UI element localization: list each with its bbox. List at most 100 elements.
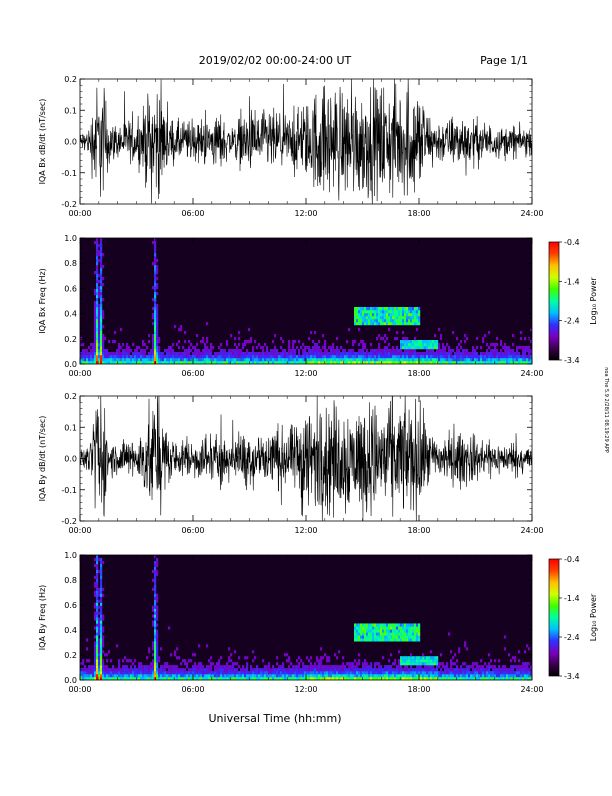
spectrogram-cell	[208, 665, 211, 669]
spectrogram-cell	[96, 662, 99, 666]
spectrogram-cell	[456, 355, 459, 359]
spectrogram-cell	[102, 313, 105, 317]
spectrogram-cell	[136, 668, 139, 672]
spectrogram-cell	[402, 310, 405, 314]
spectrogram-cell	[102, 617, 105, 621]
spectrogram-cell	[156, 304, 159, 308]
spectrogram-cell	[376, 626, 379, 630]
spectrogram-cell	[452, 355, 455, 359]
spectrogram-cell	[150, 355, 153, 359]
spectrogram-cell	[384, 340, 387, 344]
spectrogram-cell	[100, 608, 103, 612]
spectrogram-cell	[158, 677, 161, 681]
spectrogram-cell	[324, 349, 327, 353]
spectrogram-cell	[166, 358, 169, 362]
spectrogram-cell	[452, 656, 455, 660]
spectrogram-cell	[396, 337, 399, 341]
spectrogram-cell	[476, 662, 479, 666]
spectrogram-cell	[194, 668, 197, 672]
spectrogram-cell	[304, 665, 307, 669]
spectrogram-cell	[486, 668, 489, 672]
spectrogram-cell	[396, 671, 399, 675]
spectrogram-cell	[452, 662, 455, 666]
spectrogram-cell	[228, 668, 231, 672]
spectrogram-cell	[472, 358, 475, 362]
spectrogram-cell	[80, 674, 83, 678]
spectrogram-cell	[528, 355, 531, 359]
spectrogram-cell	[342, 361, 345, 365]
spectrogram-cell	[128, 671, 131, 675]
spectrogram-cell	[156, 650, 159, 654]
spectrogram-cell	[428, 656, 431, 660]
spectrogram-cell	[508, 358, 511, 362]
spectrogram-cell	[222, 352, 225, 356]
spectrogram-cell	[408, 343, 411, 347]
spectrogram-cell	[306, 346, 309, 350]
spectrogram-cell	[394, 358, 397, 362]
spectrogram-cell	[454, 361, 457, 365]
spectrogram-cell	[290, 358, 293, 362]
spectrogram-cell	[238, 665, 241, 669]
spectrogram-cell	[334, 358, 337, 362]
spectrogram-cell	[412, 349, 415, 353]
spectrogram-cell	[378, 629, 381, 633]
spectrogram-cell	[356, 665, 359, 669]
spectrogram-cell	[326, 358, 329, 362]
spectrogram-cell	[408, 316, 411, 320]
spectrogram-cell	[420, 662, 423, 666]
spectrogram-cell	[206, 671, 209, 675]
spectrogram-cell	[442, 349, 445, 353]
spectrogram-cell	[228, 349, 231, 353]
spectrogram-cell	[412, 623, 415, 627]
spectrogram-cell	[378, 352, 381, 356]
spectrogram-cell	[378, 343, 381, 347]
spectrogram-cell	[460, 358, 463, 362]
spectrogram-cell	[124, 361, 127, 365]
spectrogram-cell	[230, 334, 233, 338]
spectrogram-cell	[100, 587, 103, 591]
spectrogram-cell	[384, 355, 387, 359]
spectrogram-cell	[316, 659, 319, 663]
spectrogram-cell	[246, 677, 249, 681]
spectrogram-cell	[220, 671, 223, 675]
spectrogram-cell	[502, 674, 505, 678]
spectrogram-cell	[162, 355, 165, 359]
spectrogram-cell	[412, 635, 415, 639]
spectrogram-cell	[316, 674, 319, 678]
spectrogram-cell	[432, 349, 435, 353]
spectrogram-cell	[154, 575, 157, 580]
spectrogram-cell	[372, 677, 375, 681]
spectrogram-cell	[132, 358, 135, 362]
spectrogram-cell	[514, 358, 517, 362]
spectrogram-cell	[530, 361, 533, 365]
spectrogram-cell	[398, 671, 401, 675]
spectrogram-cell	[230, 677, 233, 681]
spectrogram-cell	[462, 668, 465, 672]
spectrogram-cell	[156, 286, 159, 290]
spectrogram-cell	[306, 656, 309, 660]
spectrogram-cell	[94, 563, 97, 568]
spectrogram-cell	[334, 668, 337, 672]
spectrogram-cell	[438, 671, 441, 675]
spectrogram-cell	[290, 355, 293, 359]
spectrogram-cell	[380, 310, 383, 314]
spectrogram-cell	[368, 677, 371, 681]
spectrogram-cell	[114, 355, 117, 359]
spectrogram-cell	[156, 665, 159, 669]
spectrogram-cell	[280, 361, 283, 365]
spectrogram-cell	[494, 346, 497, 350]
spectrogram-cell	[376, 337, 379, 341]
spectrogram-cell	[464, 334, 467, 338]
spectrogram-cell	[484, 358, 487, 362]
spectrogram-cell	[172, 677, 175, 681]
spectrogram-cell	[328, 656, 331, 660]
spectrogram-cell	[118, 665, 121, 669]
spectrogram-cell	[342, 662, 345, 666]
spectrogram-cell	[312, 671, 315, 675]
spectrogram-cell	[210, 674, 213, 678]
spectrogram-cell	[222, 665, 225, 669]
spectrogram-cell	[384, 626, 387, 630]
spectrogram-cell	[512, 358, 515, 362]
spectrogram-cell	[430, 343, 433, 347]
spectrogram-cell	[268, 671, 271, 675]
